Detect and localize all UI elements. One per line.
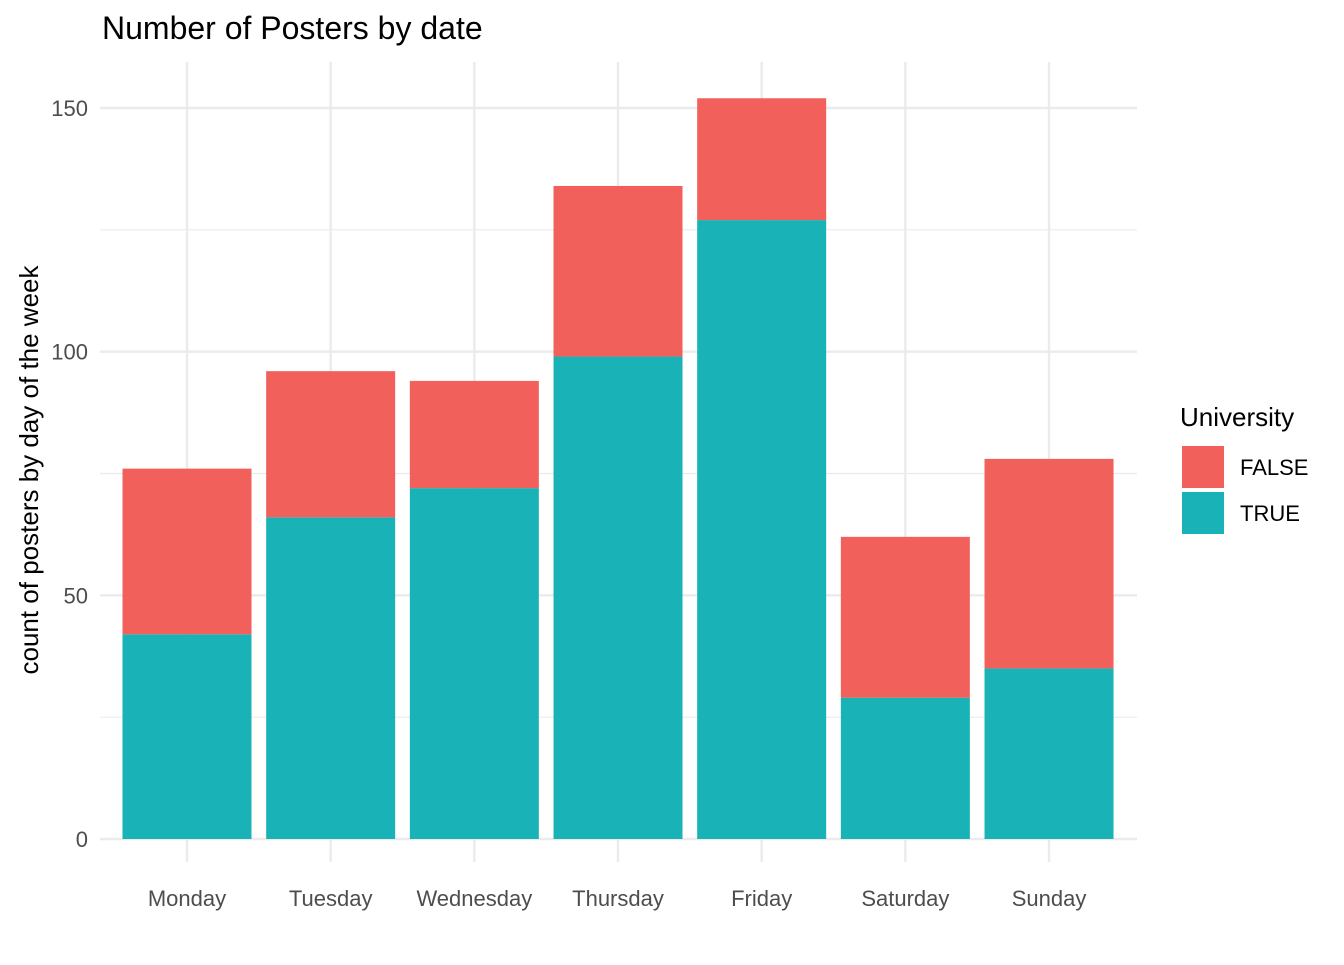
y-tick-label: 50 bbox=[64, 583, 88, 608]
legend-swatch-true bbox=[1182, 492, 1224, 534]
legend-items: FALSE TRUE bbox=[1182, 446, 1308, 534]
y-axis-title: count of posters by day of the week bbox=[14, 264, 44, 674]
legend-swatch-false bbox=[1182, 446, 1224, 488]
chart-title: Number of Posters by date bbox=[102, 10, 483, 46]
bars bbox=[122, 98, 1114, 839]
y-axis-ticks: 0 50 100 150 bbox=[51, 96, 88, 852]
x-tick-label: Friday bbox=[731, 886, 792, 911]
bar-saturday-false bbox=[840, 536, 970, 698]
y-tick-label: 150 bbox=[51, 96, 88, 121]
x-tick-label: Tuesday bbox=[289, 886, 373, 911]
legend: University FALSE TRUE bbox=[1180, 402, 1308, 534]
bar-saturday-true bbox=[840, 697, 970, 839]
y-tick-label: 100 bbox=[51, 340, 88, 365]
bar-thursday-true bbox=[553, 356, 683, 839]
bar-friday-true bbox=[697, 220, 827, 839]
bar-friday-false bbox=[697, 98, 827, 221]
bar-monday-false bbox=[122, 468, 252, 635]
x-tick-label: Thursday bbox=[572, 886, 664, 911]
x-tick-label: Sunday bbox=[1012, 886, 1087, 911]
bar-sunday-false bbox=[984, 458, 1114, 669]
bar-thursday-false bbox=[553, 185, 683, 357]
y-tick-label: 0 bbox=[76, 827, 88, 852]
bar-tuesday-false bbox=[266, 371, 396, 518]
legend-title: University bbox=[1180, 402, 1294, 432]
bar-sunday-true bbox=[984, 668, 1114, 839]
x-tick-label: Wednesday bbox=[416, 886, 532, 911]
x-axis-ticks: Monday Tuesday Wednesday Thursday Friday Satu… bbox=[148, 886, 1086, 911]
legend-label-false: FALSE bbox=[1240, 455, 1308, 480]
x-tick-label: Monday bbox=[148, 886, 226, 911]
bar-wednesday-false bbox=[409, 380, 539, 489]
bar-wednesday-true bbox=[409, 488, 539, 839]
bar-tuesday-true bbox=[266, 517, 396, 839]
bar-monday-true bbox=[122, 634, 252, 839]
x-tick-label: Saturday bbox=[861, 886, 949, 911]
legend-label-true: TRUE bbox=[1240, 501, 1300, 526]
